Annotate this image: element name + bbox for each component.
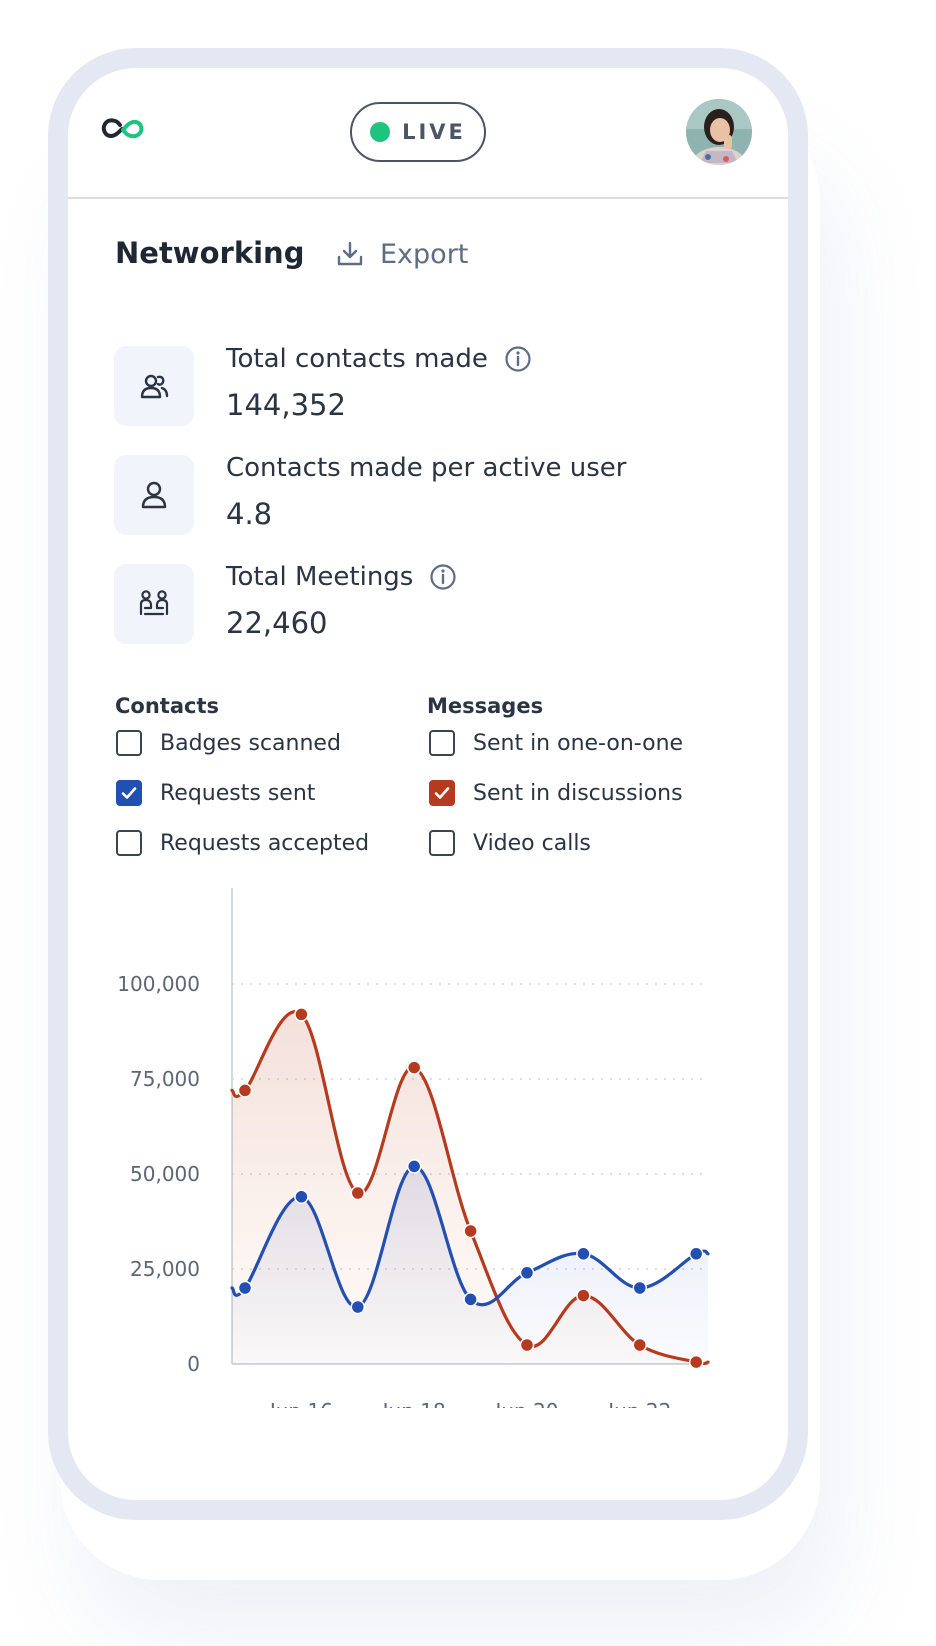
app-screen: LIVE Networking bbox=[68, 68, 788, 1500]
data-point[interactable] bbox=[237, 1083, 253, 1098]
data-point[interactable] bbox=[632, 1280, 648, 1296]
stat-total-meetings: Total Meetings 22,460 bbox=[114, 562, 734, 644]
users-icon bbox=[140, 374, 169, 399]
chart-points bbox=[237, 1007, 704, 1370]
x-tick-label: Jun 16 bbox=[268, 1399, 333, 1408]
stat-icon-box bbox=[114, 455, 194, 535]
stat-label-row: Total contacts made bbox=[226, 344, 532, 374]
chart-grid bbox=[232, 983, 708, 1270]
data-point[interactable] bbox=[576, 1288, 591, 1303]
checkmark-icon bbox=[434, 787, 450, 799]
export-label: Export bbox=[380, 238, 469, 270]
checkbox-badges-scanned[interactable]: Badges scanned bbox=[116, 728, 341, 758]
avatar-image bbox=[686, 99, 752, 165]
contacts-filter-heading: Contacts bbox=[115, 694, 219, 718]
stat-icon-box bbox=[114, 346, 194, 426]
x-tick-label: Jun 18 bbox=[381, 1399, 446, 1408]
app-header: LIVE bbox=[68, 68, 788, 199]
checkbox-label: Sent in one-on-one bbox=[473, 730, 684, 756]
y-tick-label: 75,000 bbox=[130, 1067, 200, 1091]
checkbox-box[interactable] bbox=[116, 830, 142, 856]
data-point[interactable] bbox=[237, 1280, 253, 1296]
stat-total-contacts: Total contacts made 144,352 bbox=[114, 344, 734, 426]
stat-value: 144,352 bbox=[226, 388, 346, 422]
x-tick-label: Jun 20 bbox=[493, 1399, 558, 1408]
stat-value: 22,460 bbox=[226, 606, 328, 640]
meeting-icon bbox=[139, 590, 169, 616]
networking-line-chart: 100,000 75,000 50,000 25,000 0 Jun 16 Jun 18 Ju… bbox=[117, 888, 710, 1408]
y-tick-label: 100,000 bbox=[117, 972, 200, 996]
checkbox-label: Video calls bbox=[473, 830, 591, 856]
download-icon bbox=[337, 241, 363, 266]
y-tick-label: 0 bbox=[187, 1352, 200, 1376]
messages-filter-heading: Messages bbox=[427, 694, 544, 718]
checkbox-label: Sent in discussions bbox=[473, 780, 683, 806]
data-point[interactable] bbox=[519, 1337, 535, 1353]
checkmark-icon bbox=[121, 787, 137, 799]
data-point[interactable] bbox=[350, 1299, 366, 1315]
live-status-badge[interactable]: LIVE bbox=[350, 102, 486, 162]
stat-label: Total contacts made bbox=[226, 344, 488, 374]
user-icon bbox=[141, 481, 167, 509]
data-point[interactable] bbox=[294, 1007, 309, 1022]
infinity-logo-icon[interactable] bbox=[100, 115, 146, 145]
data-point[interactable] bbox=[519, 1265, 535, 1281]
live-label: LIVE bbox=[402, 120, 466, 144]
page-title: Networking bbox=[115, 236, 305, 270]
data-point[interactable] bbox=[688, 1246, 704, 1262]
info-icon[interactable] bbox=[429, 563, 457, 591]
stat-label-row: Contacts made per active user bbox=[226, 453, 626, 483]
phone-frame: LIVE Networking bbox=[48, 48, 808, 1520]
checkbox-sent-in-discussions[interactable]: Sent in discussions bbox=[429, 778, 683, 808]
series-area bbox=[232, 1166, 708, 1364]
stat-value: 4.8 bbox=[226, 497, 273, 531]
data-point[interactable] bbox=[576, 1246, 591, 1262]
checkbox-box[interactable] bbox=[116, 780, 142, 806]
checkbox-label: Requests accepted bbox=[160, 830, 370, 856]
live-indicator-dot bbox=[370, 122, 391, 142]
data-point[interactable] bbox=[463, 1292, 478, 1307]
checkbox-box[interactable] bbox=[429, 830, 455, 856]
checkbox-label: Requests sent bbox=[160, 780, 316, 806]
info-icon[interactable] bbox=[504, 345, 532, 373]
data-point[interactable] bbox=[463, 1223, 478, 1239]
stat-icon-box bbox=[114, 564, 194, 644]
data-point[interactable] bbox=[294, 1189, 309, 1205]
checkbox-requests-sent[interactable]: Requests sent bbox=[116, 778, 315, 808]
y-tick-label: 25,000 bbox=[130, 1257, 200, 1281]
checkbox-label: Badges scanned bbox=[160, 730, 341, 756]
data-point[interactable] bbox=[688, 1354, 704, 1370]
chart-tick-labels: 100,000 75,000 50,000 25,000 0 Jun 16 Jun 18 Ju… bbox=[117, 972, 671, 1408]
data-point[interactable] bbox=[406, 1060, 422, 1075]
checkbox-box[interactable] bbox=[429, 730, 455, 756]
stat-label: Contacts made per active user bbox=[226, 453, 627, 483]
data-point[interactable] bbox=[350, 1185, 366, 1201]
y-tick-label: 50,000 bbox=[130, 1162, 200, 1186]
export-button[interactable]: Export bbox=[336, 234, 468, 274]
series-area bbox=[232, 1011, 708, 1364]
stat-label: Total Meetings bbox=[226, 562, 414, 592]
checkbox-requests-accepted[interactable]: Requests accepted bbox=[116, 828, 369, 858]
user-avatar[interactable] bbox=[686, 99, 752, 165]
checkbox-box[interactable] bbox=[116, 730, 142, 756]
checkbox-sent-one-on-one[interactable]: Sent in one-on-one bbox=[429, 728, 683, 758]
checkbox-box[interactable] bbox=[429, 780, 455, 806]
stat-label-row: Total Meetings bbox=[226, 562, 457, 592]
x-tick-label: Jun 22 bbox=[606, 1399, 671, 1408]
stat-contacts-per-user: Contacts made per active user 4.8 bbox=[114, 453, 734, 535]
chart-areas bbox=[232, 1011, 708, 1364]
data-point[interactable] bbox=[632, 1337, 648, 1353]
checkbox-video-calls[interactable]: Video calls bbox=[429, 828, 591, 858]
data-point[interactable] bbox=[406, 1159, 422, 1174]
